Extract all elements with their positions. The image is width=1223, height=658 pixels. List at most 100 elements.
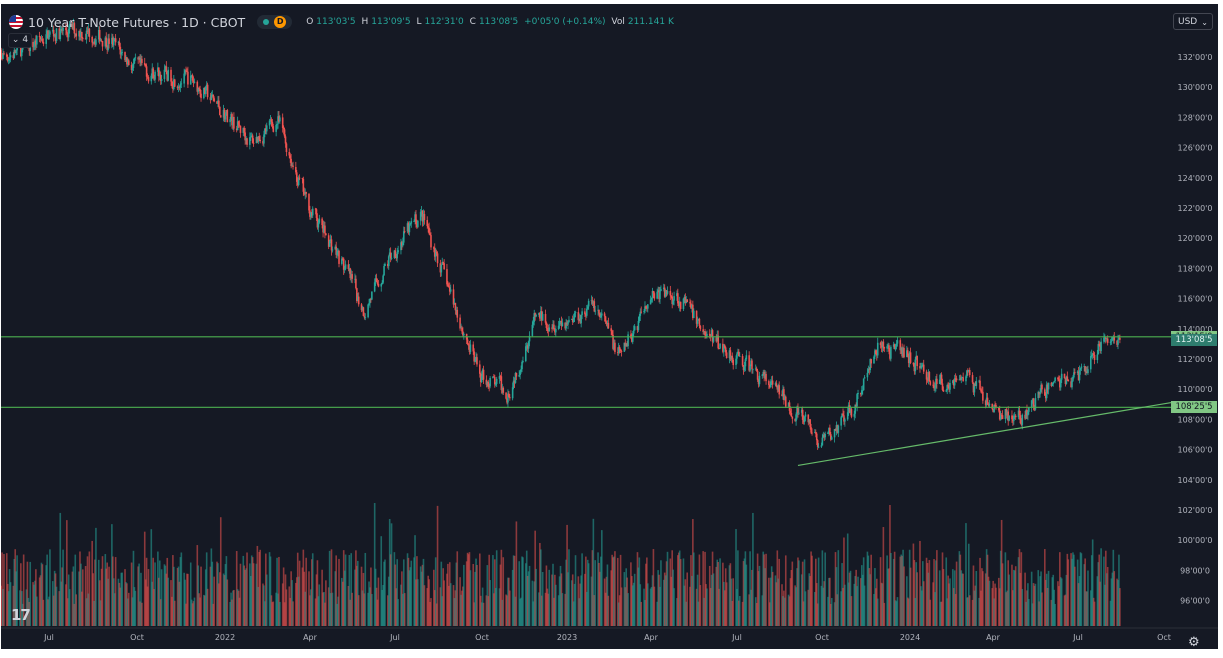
volume-bar — [146, 586, 149, 626]
candle-body — [916, 355, 918, 367]
volume-bar — [849, 570, 852, 626]
market-status-pill[interactable]: D — [257, 15, 293, 29]
candle-body — [71, 23, 74, 29]
candle-body — [47, 30, 49, 39]
candle-body — [645, 306, 647, 308]
volume-bar — [154, 562, 156, 626]
volume-bar — [338, 558, 340, 626]
volume-bar — [1060, 578, 1063, 626]
volume-bar — [559, 565, 562, 626]
price-chart-svg[interactable]: 132'00'0130'00'0128'00'0126'00'0124'00'0… — [1, 4, 1218, 649]
candle-body — [541, 314, 544, 321]
candle-body — [167, 69, 169, 81]
candle-body — [533, 313, 536, 322]
volume-bar — [158, 560, 161, 626]
candle-body — [65, 27, 67, 31]
volume-bar — [420, 571, 423, 626]
candle-body — [514, 373, 517, 383]
candle-body — [975, 381, 978, 386]
candle-body — [402, 231, 405, 243]
price-tick-label: 100'00'0 — [1178, 536, 1213, 545]
chevron-down-icon: ⌄ — [1201, 18, 1208, 27]
volume-bar — [954, 593, 957, 626]
volume-bar — [394, 564, 397, 626]
candle-body — [494, 383, 497, 385]
candle-body — [93, 41, 95, 44]
candle-body — [476, 357, 478, 365]
candle-body — [554, 329, 556, 333]
candle-body — [1077, 371, 1080, 381]
candle-body — [552, 324, 554, 329]
candle-body — [426, 220, 429, 227]
candle-body — [127, 60, 129, 65]
candle-body — [134, 57, 137, 59]
candle-body — [551, 327, 553, 329]
volume-bar — [324, 602, 326, 626]
candle-body — [1026, 409, 1028, 416]
candle-body — [342, 258, 345, 270]
price-tick-label: 114'00'0 — [1178, 325, 1213, 334]
candle-body — [611, 331, 613, 335]
volume-bar — [1006, 590, 1009, 626]
volume-bar — [743, 558, 746, 626]
volume-bar — [482, 602, 485, 626]
volume-bar — [567, 572, 569, 626]
candle-body — [531, 324, 534, 336]
volume-bar — [165, 573, 168, 626]
candle-body — [417, 220, 419, 227]
candle-body — [133, 57, 136, 64]
candle-body — [850, 409, 853, 417]
candle-body — [506, 398, 508, 403]
candle-body — [58, 28, 61, 40]
candle-body — [408, 224, 411, 233]
volume-bar — [145, 557, 148, 626]
candle-body — [436, 253, 439, 264]
candle-body — [823, 434, 826, 438]
volume-bar — [1119, 588, 1121, 626]
volume-bar — [809, 576, 811, 626]
candle-body — [145, 66, 148, 77]
indicators-toggle-button[interactable]: ⌄ 4 — [8, 33, 32, 48]
candle-body — [257, 136, 260, 142]
volume-bar — [351, 592, 353, 626]
candle-body — [638, 315, 641, 321]
volume-bar — [495, 550, 498, 626]
volume-bar — [1106, 566, 1109, 626]
candle-body — [875, 350, 877, 355]
candle-body — [38, 35, 41, 38]
candle-body — [921, 364, 924, 366]
volume-bar — [929, 599, 932, 626]
tradingview-logo[interactable]: 17 — [11, 606, 31, 624]
candle-body — [361, 307, 364, 311]
volume-bar — [222, 573, 225, 626]
volume-bar — [231, 599, 233, 626]
gear-icon[interactable]: ⚙ — [1188, 635, 1200, 649]
candle-body — [153, 78, 155, 80]
volume-bar — [164, 565, 167, 626]
chart-canvas[interactable]: 132'00'0 130'00'0 128'00'0 126'00'0 124'00'0… — [1, 4, 1218, 649]
volume-bar — [640, 601, 643, 626]
volume-bar — [1118, 554, 1120, 626]
volume-bar — [1110, 578, 1113, 626]
candle-body — [547, 328, 550, 332]
candle-body — [756, 370, 759, 380]
volume-bar — [949, 578, 951, 626]
volume-bar — [1045, 573, 1048, 626]
volume-bar — [259, 549, 261, 626]
candle-body — [1071, 380, 1073, 388]
candle-body — [770, 380, 773, 382]
candle-body — [357, 296, 360, 305]
volume-bar — [972, 565, 975, 626]
candle-body — [322, 225, 324, 233]
candle-body — [631, 333, 634, 342]
symbol-title[interactable]: 10 Year T-Note Futures · 1D · CBOT — [28, 14, 246, 30]
candle-body — [492, 376, 494, 378]
volume-bar — [512, 555, 515, 626]
candle-body — [1045, 384, 1048, 399]
volume-bar — [652, 549, 655, 626]
currency-selector[interactable]: USD ⌄ — [1173, 13, 1213, 30]
volume-bar — [736, 588, 738, 626]
volume-bar — [867, 555, 870, 626]
volume-bar — [433, 590, 436, 626]
volume-bar — [41, 564, 44, 626]
